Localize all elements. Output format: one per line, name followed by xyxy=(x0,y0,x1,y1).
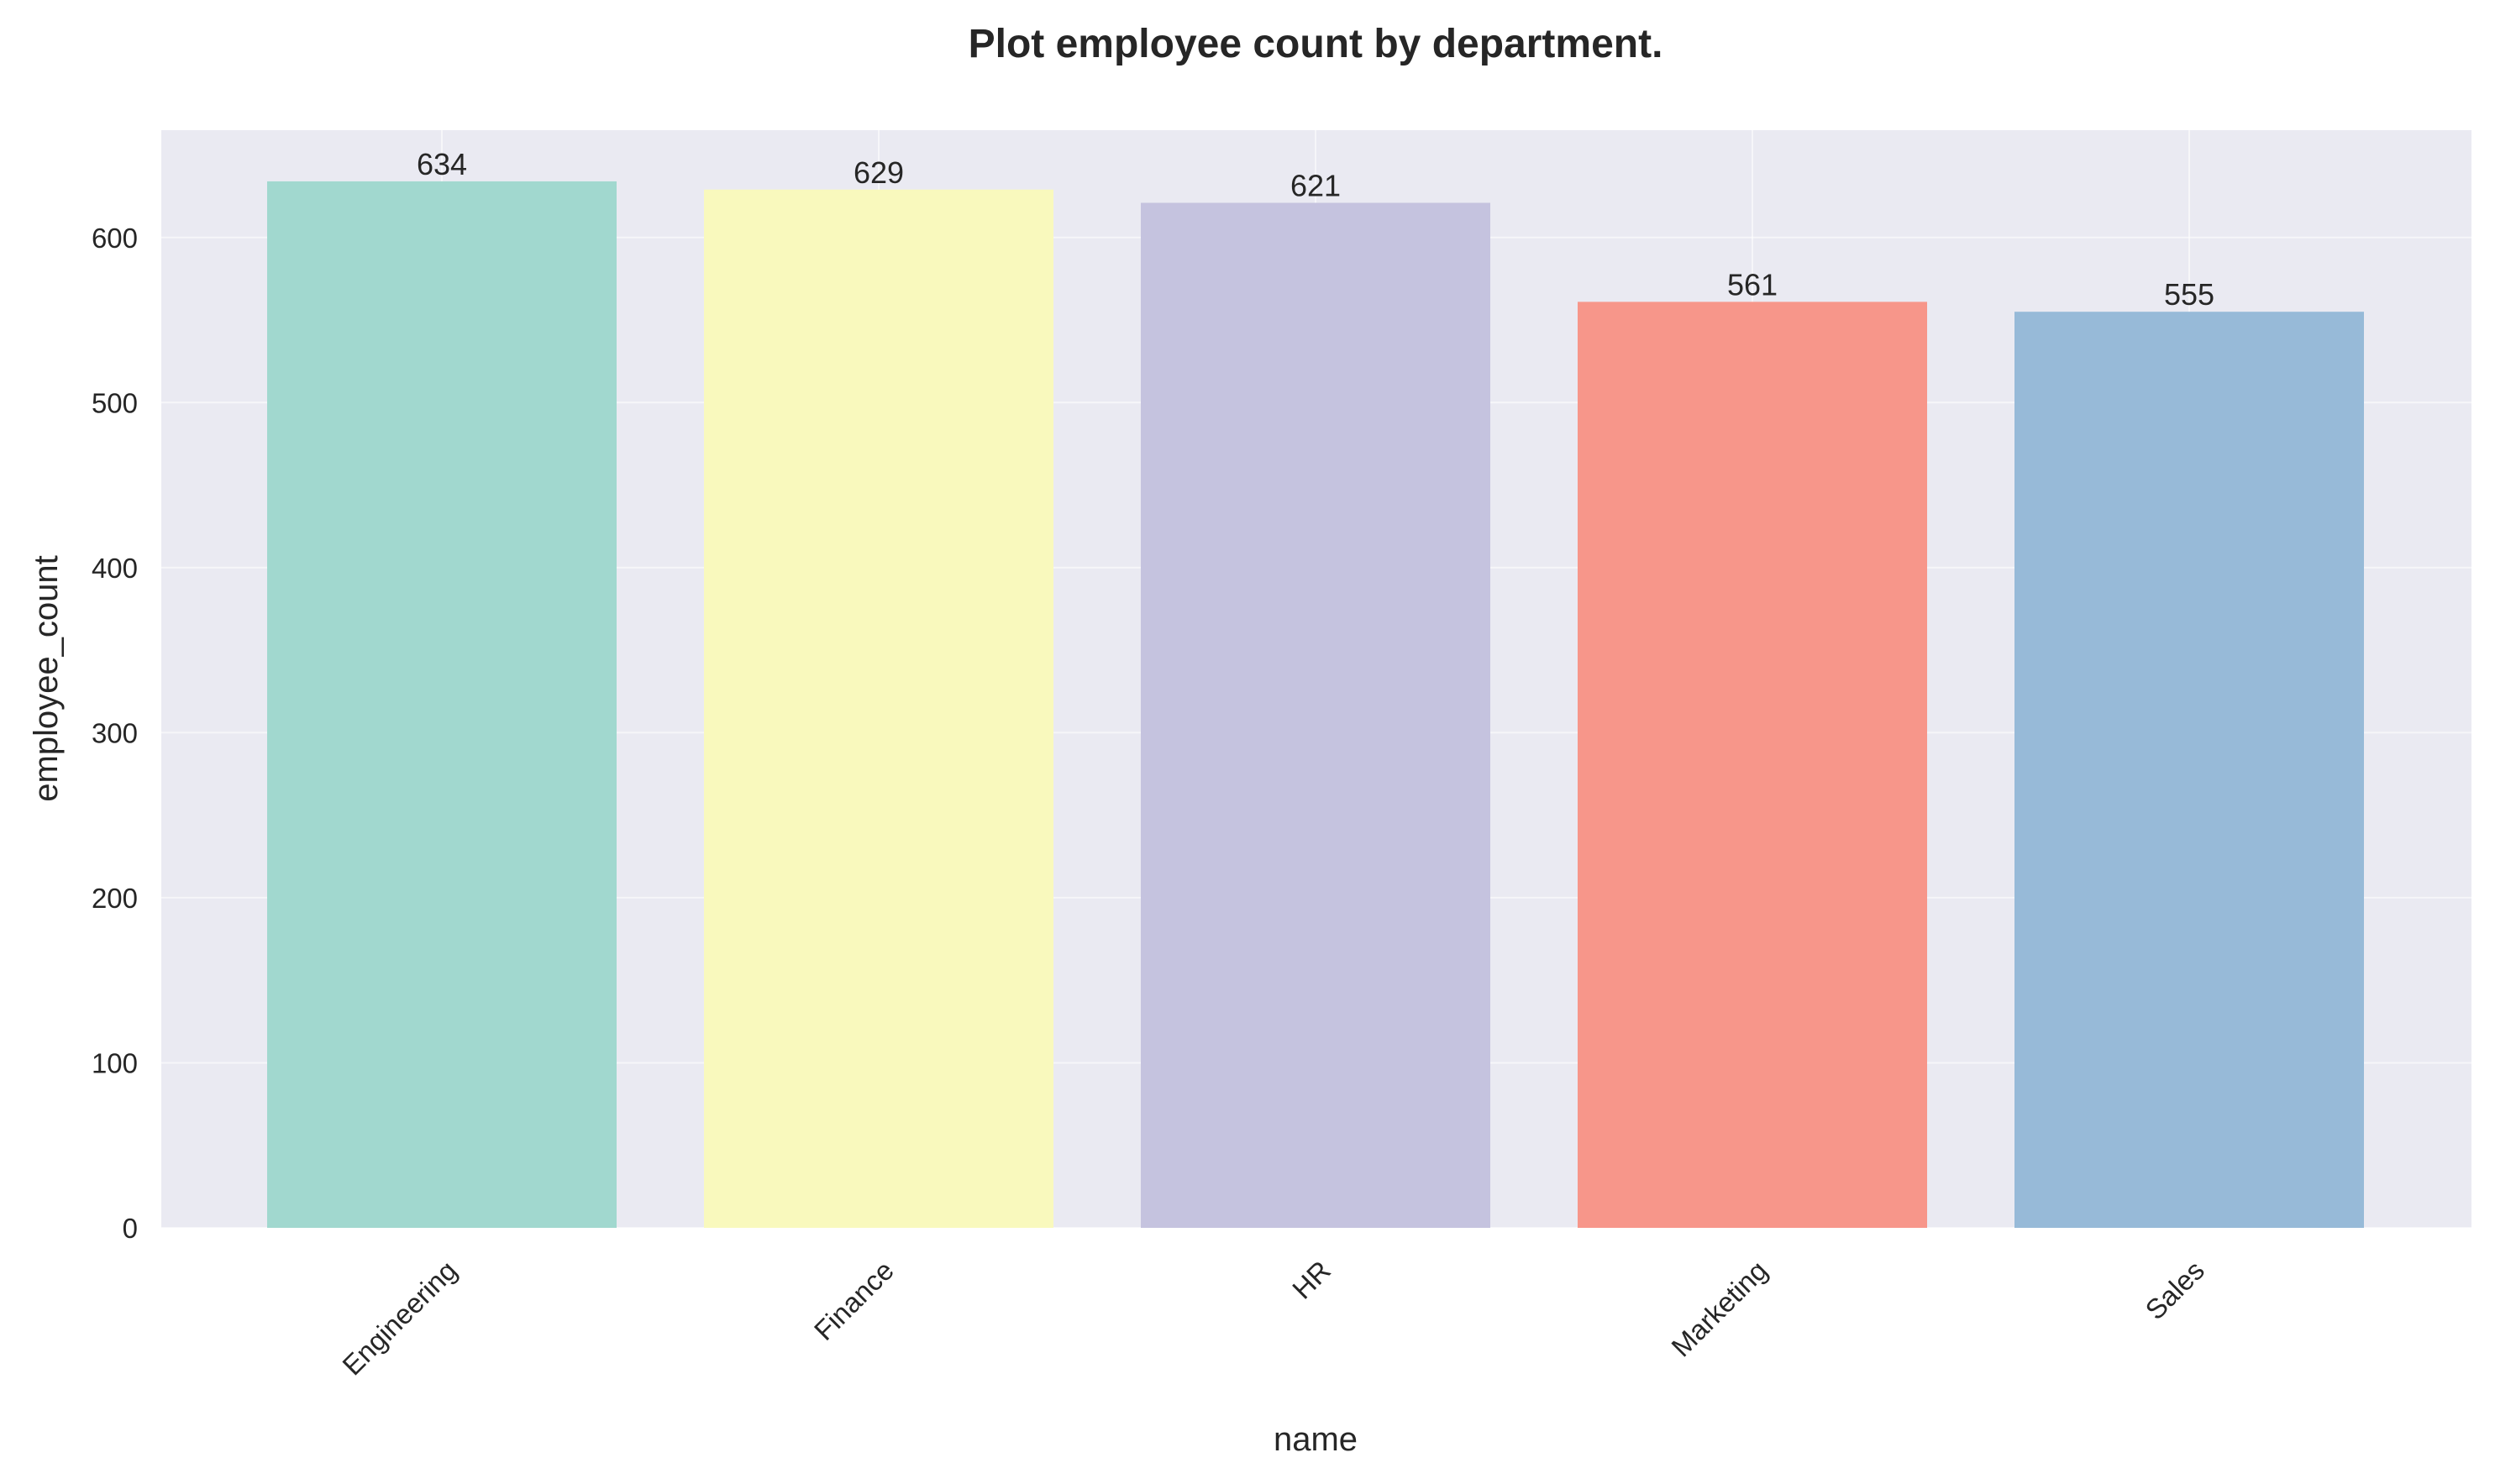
bar-hr xyxy=(1141,202,1490,1229)
bar-sales xyxy=(2014,312,2364,1228)
bar-engineering xyxy=(267,181,617,1228)
y-tick-label: 400 xyxy=(92,553,138,584)
y-axis-label: employee_count xyxy=(28,555,65,802)
bar-value-label: 555 xyxy=(2164,277,2214,312)
x-axis-label: name xyxy=(1274,1421,1358,1458)
chart-title: Plot employee count by department. xyxy=(969,22,1663,66)
bars xyxy=(267,181,2364,1229)
bar-marketing xyxy=(1578,302,1927,1228)
bar-value-label: 629 xyxy=(854,155,904,190)
y-tick-label: 600 xyxy=(92,223,138,254)
y-tick-label: 0 xyxy=(123,1213,138,1244)
bar-value-label: 621 xyxy=(1290,168,1341,202)
data-labels: 634 629 621 561 555 xyxy=(417,147,2214,312)
bar-value-label: 634 xyxy=(417,147,467,181)
y-tick-label: 500 xyxy=(92,387,138,418)
bar-finance xyxy=(704,189,1053,1228)
y-tick-label: 200 xyxy=(92,883,138,914)
y-axis-ticks: 0 100 200 300 400 500 600 xyxy=(92,223,138,1244)
y-tick-label: 100 xyxy=(92,1047,138,1078)
bar-value-label: 561 xyxy=(1727,267,1778,302)
y-tick-label: 300 xyxy=(92,717,138,748)
